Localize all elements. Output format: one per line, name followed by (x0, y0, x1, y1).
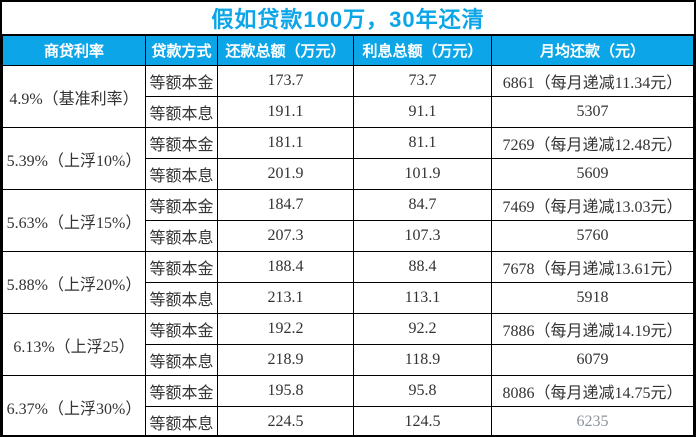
title-bar: 假如贷款100万，30年还清 (2, 2, 694, 35)
monthly-cell: 8086（每月递减14.75元） (491, 375, 694, 407)
monthly-cell: 6861（每月递减11.34元） (491, 65, 694, 97)
total-cell: 173.7 (217, 65, 354, 97)
interest-cell: 124.5 (353, 406, 492, 435)
total-cell: 181.1 (217, 127, 354, 159)
rate-cell: 5.63%（上浮15%） (2, 189, 146, 252)
table-row: 5.63%（上浮15%） 等额本金 184.7 84.7 7469（每月递减13… (2, 189, 694, 252)
monthly-cell: 7469（每月递减13.03元） (491, 189, 694, 221)
table-row: 5.39%（上浮10%） 等额本金 181.1 81.1 7269（每月递减12… (2, 127, 694, 190)
monthly-cell: 5760 (491, 220, 694, 252)
monthly-cell: 7678（每月递减13.61元） (491, 251, 694, 283)
monthly-cell: 6235 (491, 406, 694, 435)
header-monthly-payment: 月均还款（元） (491, 35, 694, 66)
method-cell: 等额本金 (145, 189, 218, 221)
total-cell: 201.9 (217, 158, 354, 190)
method-cell: 等额本金 (145, 251, 218, 283)
total-cell: 224.5 (217, 406, 354, 435)
interest-cell: 101.9 (353, 158, 492, 190)
method-cell: 等额本息 (145, 96, 218, 128)
total-cell: 188.4 (217, 251, 354, 283)
header-total-repayment: 还款总额（万元） (217, 35, 354, 66)
method-cell: 等额本息 (145, 344, 218, 376)
total-cell: 191.1 (217, 96, 354, 128)
monthly-cell: 5609 (491, 158, 694, 190)
table-row: 等额本息 207.3 107.3 5760 (3, 220, 694, 252)
method-cell: 等额本息 (145, 282, 218, 314)
loan-table: 商贷利率 贷款方式 还款总额（万元） 利息总额（万元） 月均还款（元） 4.9%… (2, 35, 694, 435)
header-loan-method: 贷款方式 (145, 35, 218, 66)
method-cell: 等额本金 (145, 65, 218, 97)
rate-cell: 6.37%（上浮30%） (2, 375, 146, 435)
table-header-row: 商贷利率 贷款方式 还款总额（万元） 利息总额（万元） 月均还款（元） (2, 35, 694, 66)
interest-cell: 92.2 (353, 313, 492, 345)
method-cell: 等额本金 (145, 375, 218, 407)
rate-cell: 5.39%（上浮10%） (2, 127, 146, 190)
interest-cell: 118.9 (353, 344, 492, 376)
method-cell: 等额本息 (145, 158, 218, 190)
total-cell: 218.9 (217, 344, 354, 376)
total-cell: 207.3 (217, 220, 354, 252)
method-cell: 等额本金 (145, 313, 218, 345)
table-row: 5.88%（上浮20%） 等额本金 188.4 88.4 7678（每月递减13… (2, 251, 694, 314)
table-row: 等额本息 191.1 91.1 5307 (3, 96, 694, 128)
interest-cell: 107.3 (353, 220, 492, 252)
table-row: 6.13%（上浮25） 等额本金 192.2 92.2 7886（每月递减14.… (2, 313, 694, 376)
table-row: 等额本息 224.5 124.5 6235 (3, 406, 694, 435)
table-row: 等额本息 201.9 101.9 5609 (3, 158, 694, 190)
interest-cell: 81.1 (353, 127, 492, 159)
monthly-cell: 7886（每月递减14.19元） (491, 313, 694, 345)
method-cell: 等额本息 (145, 406, 218, 435)
table-row: 4.9%（基准利率） 等额本金 173.7 73.7 6861（每月递减11.3… (2, 65, 694, 128)
header-loan-rate: 商贷利率 (2, 35, 146, 66)
method-cell: 等额本息 (145, 220, 218, 252)
interest-cell: 88.4 (353, 251, 492, 283)
table-row: 等额本息 213.1 113.1 5918 (3, 282, 694, 314)
rate-cell: 6.13%（上浮25） (2, 313, 146, 376)
interest-cell: 95.8 (353, 375, 492, 407)
total-cell: 213.1 (217, 282, 354, 314)
monthly-cell: 7269（每月递减12.48元） (491, 127, 694, 159)
total-cell: 184.7 (217, 189, 354, 221)
rate-cell: 4.9%（基准利率） (2, 65, 146, 128)
table-row: 等额本息 218.9 118.9 6079 (3, 344, 694, 376)
interest-cell: 84.7 (353, 189, 492, 221)
interest-cell: 73.7 (353, 65, 492, 97)
monthly-cell: 5918 (491, 282, 694, 314)
monthly-cell: 5307 (491, 96, 694, 128)
table-row: 6.37%（上浮30%） 等额本金 195.8 95.8 8086（每月递减14… (2, 375, 694, 435)
total-cell: 192.2 (217, 313, 354, 345)
monthly-cell: 6079 (491, 344, 694, 376)
interest-cell: 113.1 (353, 282, 492, 314)
page-title: 假如贷款100万，30年还清 (211, 7, 485, 32)
interest-cell: 91.1 (353, 96, 492, 128)
total-cell: 195.8 (217, 375, 354, 407)
rate-cell: 5.88%（上浮20%） (2, 251, 146, 314)
header-total-interest: 利息总额（万元） (353, 35, 492, 66)
method-cell: 等额本金 (145, 127, 218, 159)
